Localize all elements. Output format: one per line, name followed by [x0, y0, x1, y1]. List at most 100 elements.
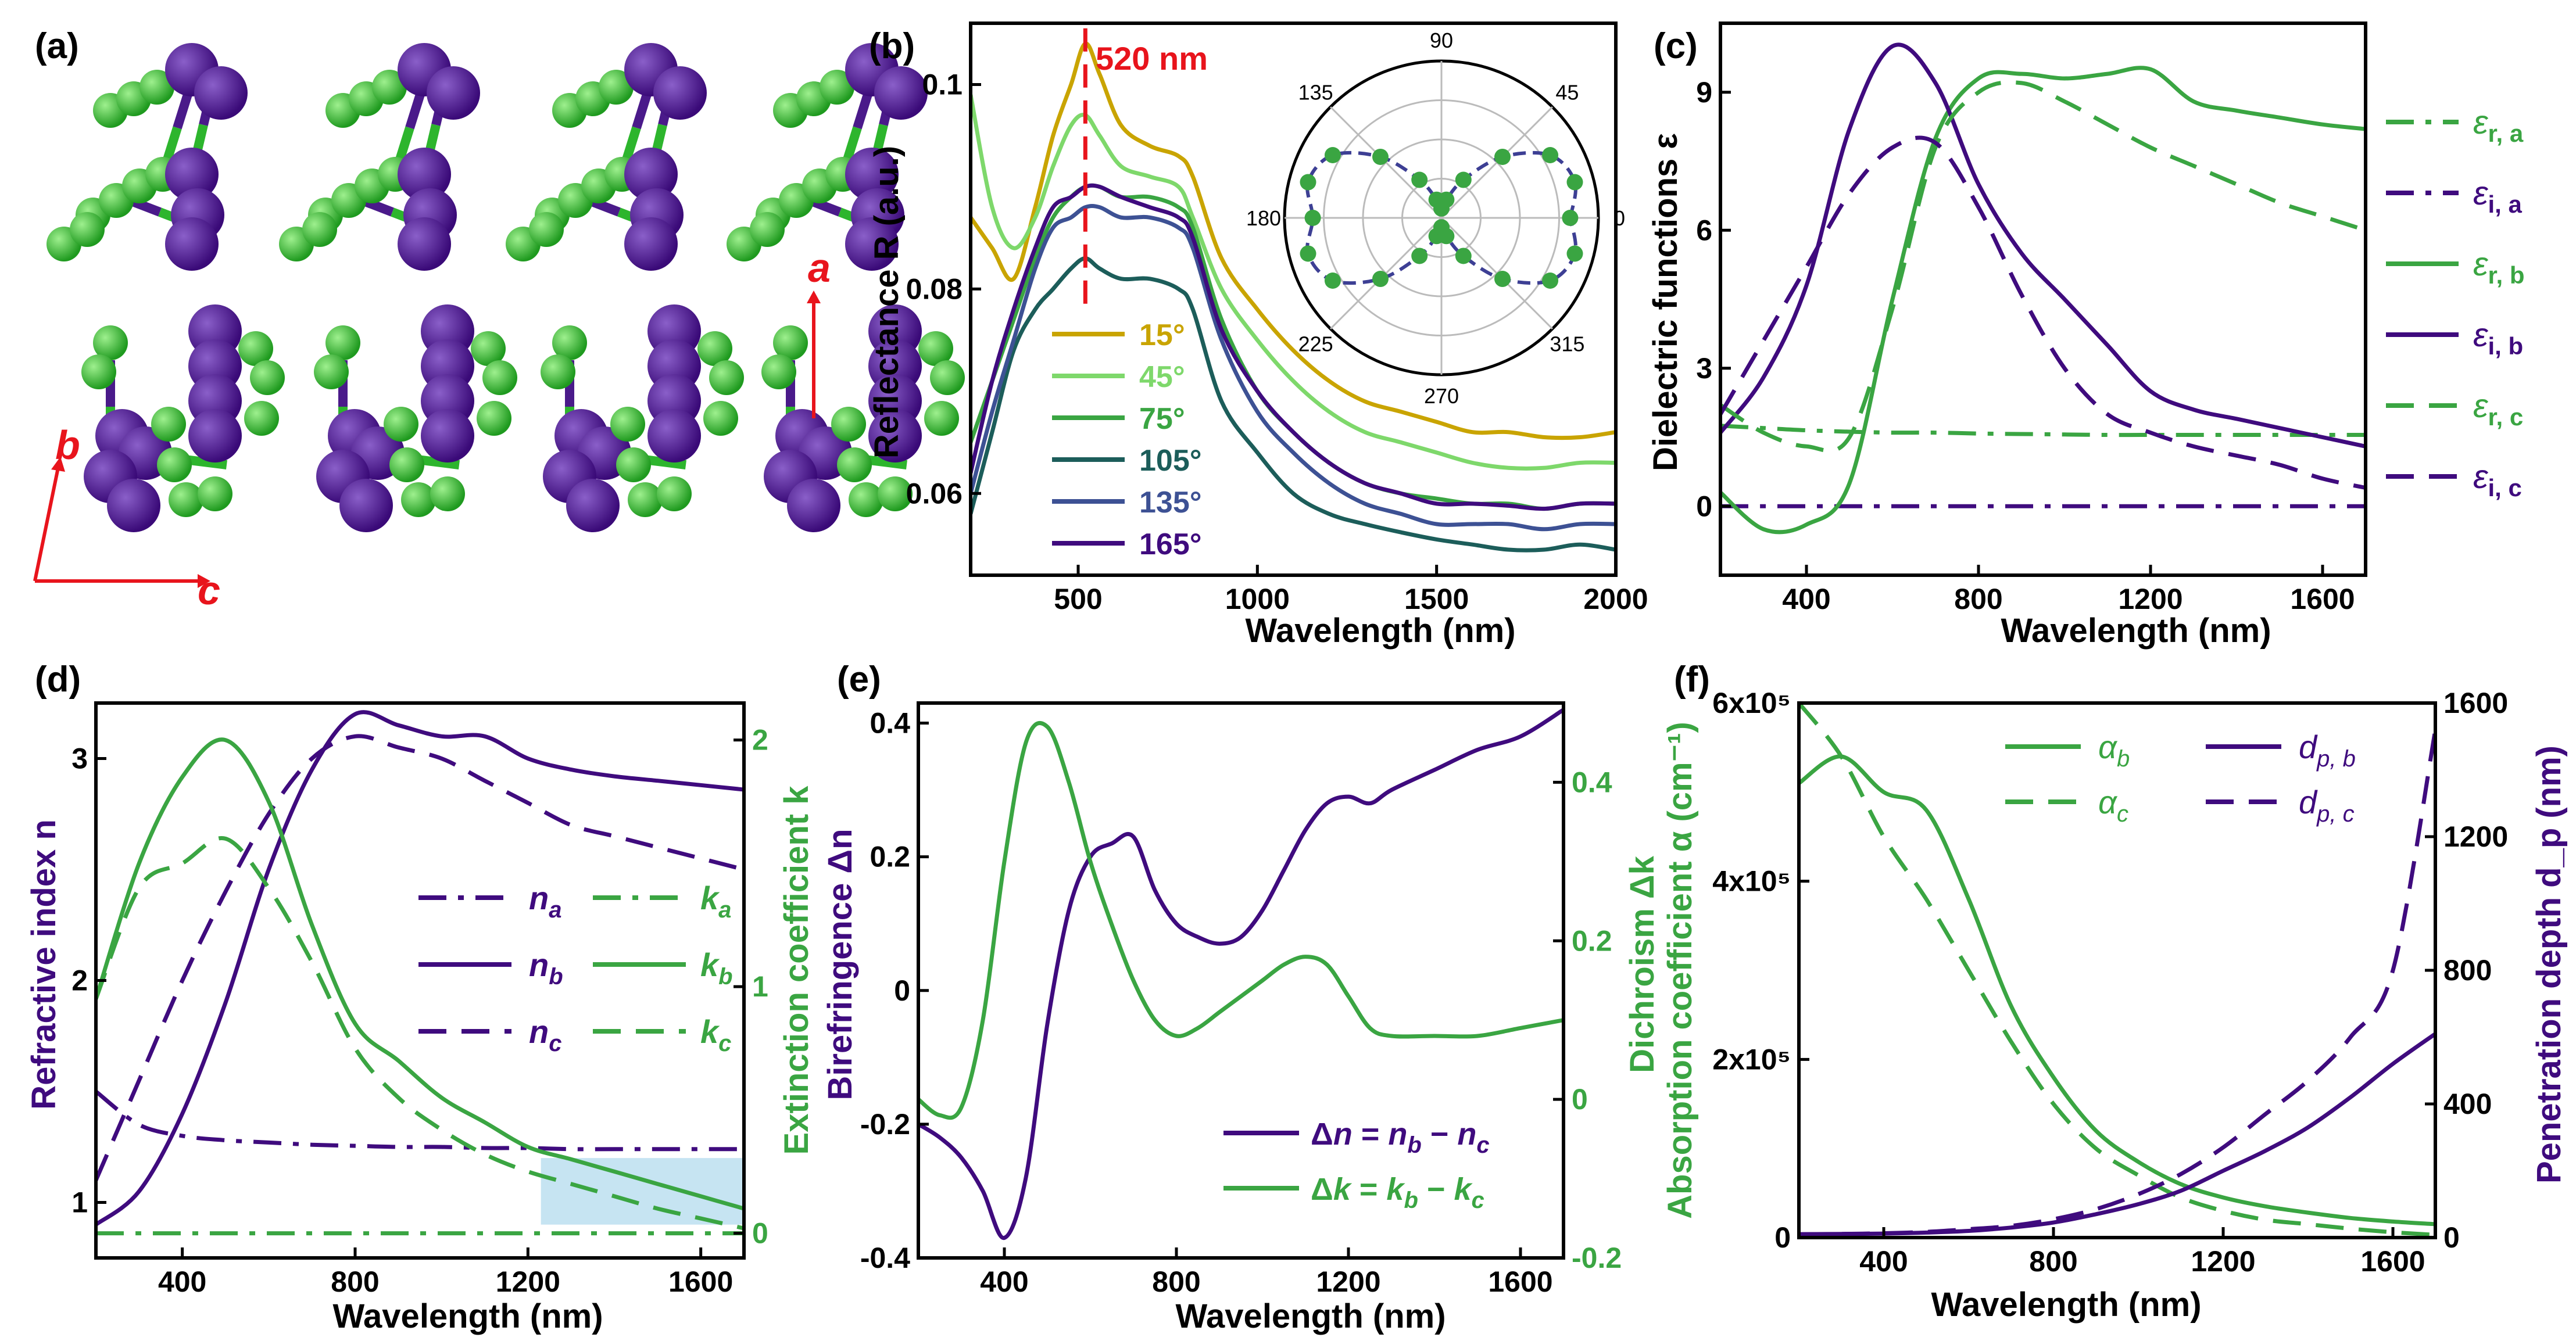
e-xtick-label: 400	[980, 1265, 1028, 1298]
c-line-__r_c	[1720, 80, 2366, 453]
polar-angle-label: 315	[1550, 332, 1584, 356]
f-frame	[1797, 701, 2437, 1239]
panel-c: (c) 400 800 1200 1600 0 3 6 9 Wavelength (nm) D…	[1647, 21, 2525, 650]
f-ytick-label: 800	[2443, 954, 2492, 987]
polar-point	[1455, 171, 1472, 188]
polar-angle-label: 225	[1298, 332, 1333, 356]
nk-chart: 400 800 1200 1600 1 2 3 0 1 2	[71, 701, 768, 1298]
atom-small	[820, 70, 854, 105]
polar-point	[1372, 148, 1389, 165]
e-ytick-label: 0.2	[1572, 924, 1612, 957]
panel-a: (a) c b a	[33, 26, 965, 613]
atom-small	[878, 476, 913, 511]
polar-point	[1372, 271, 1389, 288]
e-xtick-label: 1200	[1316, 1265, 1380, 1298]
d-ytick-label: 3	[71, 743, 88, 775]
atom-large	[624, 148, 678, 201]
e-ytick-label: -0.2	[860, 1108, 910, 1141]
panel-c-label: (c)	[1654, 26, 1698, 66]
reflectance-chart: 500 1000 1500 2000 0.06 0.08 0.1	[906, 21, 1648, 615]
e-legend: Δn = nb − nc Δk = kb − kc	[1223, 1117, 1490, 1213]
birefringence-chart: 400 800 1200 1600 -0.4 -0.2 0 0.2 0.4 -0.2 0 0.2 0.4	[860, 701, 1622, 1298]
atom-large	[787, 479, 840, 532]
b-xtick-label: 500	[1054, 583, 1102, 615]
c-legend-label: εi, c	[2473, 458, 2522, 501]
e-line-_k	[918, 720, 1564, 1120]
polar-grid-spoke	[1330, 106, 1553, 329]
atom-small	[750, 212, 785, 247]
d-legend-label-n: nc	[529, 1013, 561, 1056]
b-legend-label: 75°	[1139, 402, 1185, 436]
atom-small	[238, 331, 273, 366]
atom-small	[837, 447, 872, 482]
atom-large	[868, 409, 922, 462]
polar-angle-label: 0	[1613, 206, 1625, 230]
atom-small	[657, 476, 692, 511]
panel-b-label: (b)	[869, 26, 915, 66]
d-line-k_c	[96, 836, 744, 1231]
atom-small	[198, 476, 232, 511]
c-legend-label: εi, b	[2473, 316, 2523, 360]
atom-small	[610, 407, 645, 442]
c-xlabel: Wavelength (nm)	[2001, 612, 2271, 650]
b-line-105_	[971, 256, 1616, 553]
e-line-_n	[918, 708, 1564, 1240]
f-legend-label: dp, b	[2299, 729, 2356, 772]
f-ytick-label: 1200	[2443, 820, 2508, 853]
polar-point	[1428, 191, 1445, 208]
f-xtick-label: 800	[2029, 1245, 2077, 1278]
atom-small	[482, 360, 517, 395]
c-ytick-label: 0	[1696, 490, 1712, 522]
polar-point	[1304, 210, 1321, 226]
d-line-n_c	[96, 734, 744, 1181]
atom-small	[831, 407, 866, 442]
c-xtick-label: 400	[1782, 583, 1830, 615]
d-legend: na ka nb kb nc kc	[418, 880, 733, 1056]
atom-small	[81, 354, 116, 389]
atom-large	[427, 66, 480, 120]
atom-small	[169, 482, 203, 517]
f-xtick-label: 1200	[2191, 1245, 2255, 1278]
b-xtick-label: 1500	[1404, 583, 1469, 615]
e-ytick-label: -0.4	[860, 1242, 910, 1274]
axis-c-label: c	[198, 568, 220, 613]
ef-ylabel-dichroism: Dichroism Δk	[1623, 855, 1661, 1073]
atom-small	[314, 354, 349, 389]
absorption-chart: 400 800 1200 1600 0 2x10⁵ 4x10⁵ 6x10⁵ 0 400 800 120…	[1712, 687, 2508, 1278]
c-line-__r_b	[1720, 66, 2366, 535]
e-ylabel-left: Birefringence Δn	[821, 829, 859, 1100]
polar-angle-label: 45	[1555, 81, 1579, 105]
atom-large	[194, 66, 248, 120]
e-xtick-label: 800	[1152, 1265, 1200, 1298]
d-ytick-label: 1	[752, 970, 768, 1003]
d-line-n_a	[96, 1089, 744, 1152]
atom-small	[93, 325, 128, 360]
polar-point	[1542, 147, 1559, 163]
atom-small	[761, 354, 796, 389]
b-xlabel: Wavelength (nm)	[1245, 612, 1515, 650]
b-legend-label: 105°	[1139, 444, 1202, 478]
d-ytick-label: 1	[71, 1186, 88, 1219]
d-legend-label-k: kc	[700, 1013, 731, 1056]
f-line-__b	[1799, 754, 2435, 1227]
atom-large	[566, 479, 620, 532]
atom-small	[384, 407, 418, 442]
atom-small	[709, 360, 744, 395]
atom-small	[628, 482, 663, 517]
e-ytick-label: -0.2	[1572, 1242, 1622, 1274]
atom-large	[188, 409, 242, 462]
c-line-__i_c	[1720, 135, 2366, 490]
d-line-k_b	[96, 737, 744, 1211]
d-ytick-label: 0	[752, 1217, 768, 1250]
polar-point	[1300, 245, 1316, 262]
panel-b: (b) 500 1000 1500 2000 0.06 0.08 0.1 Wavelengt…	[868, 21, 1648, 650]
polar-point	[1542, 272, 1559, 289]
atom-small	[552, 325, 587, 360]
d-xlabel: Wavelength (nm)	[332, 1297, 603, 1335]
b-frame	[969, 21, 1618, 577]
atom-large	[421, 409, 474, 462]
c-ylabel: Dielectric functions ε	[1647, 133, 1684, 471]
axis-a-label: a	[808, 245, 831, 291]
atom-small	[697, 331, 732, 366]
atom-large	[624, 217, 678, 271]
